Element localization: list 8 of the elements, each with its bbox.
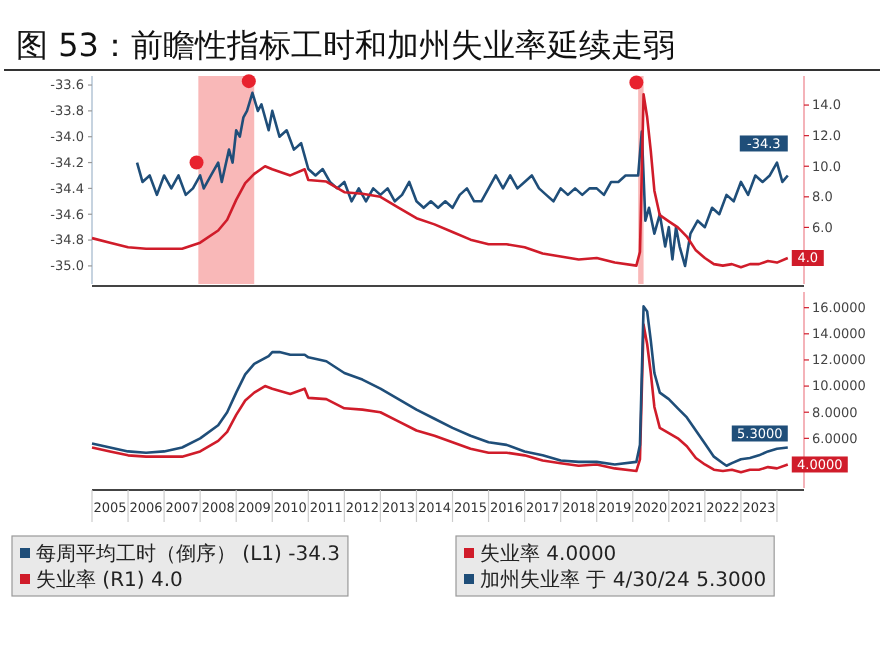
point — [241, 74, 256, 89]
chart-title: 图 53：前瞻性指标工时和加州失业率延续走弱 — [16, 26, 675, 64]
legend-label: 失业率 4.0000 — [480, 542, 617, 566]
legend-label: 每周平均工时（倒序） (L1) -34.3 — [36, 542, 340, 566]
legend-label: 加州失业率 于 4/30/24 5.3000 — [480, 568, 767, 592]
point — [189, 155, 204, 170]
point — [629, 75, 644, 90]
legend-label: 失业率 (R1) 4.0 — [36, 568, 183, 592]
